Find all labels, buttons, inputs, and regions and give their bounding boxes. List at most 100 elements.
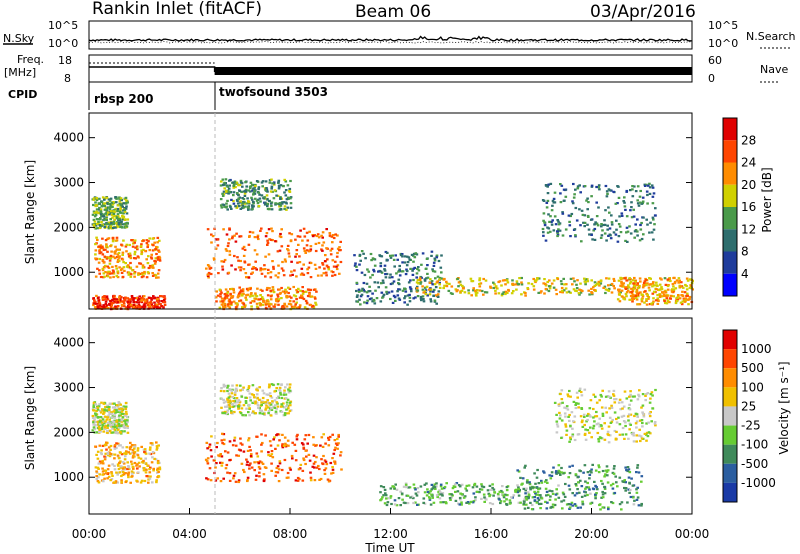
power-cell — [301, 290, 304, 293]
power-cell — [163, 298, 166, 302]
velocity-cell — [636, 496, 640, 499]
velocity-cell — [614, 437, 618, 440]
velocity-cell — [565, 405, 569, 408]
power-cell — [549, 230, 552, 233]
power-cell — [268, 305, 271, 308]
power-cell — [247, 263, 250, 266]
velocity-cell — [462, 496, 466, 499]
power-cell — [628, 277, 631, 280]
power-cell — [121, 223, 124, 226]
power-colorbar-swatch — [723, 251, 737, 274]
power-cell — [276, 276, 280, 279]
power-cell — [122, 266, 126, 269]
velocity-cell — [508, 502, 512, 505]
power-cell — [435, 302, 438, 305]
power-cell — [106, 275, 110, 278]
power-cell — [544, 184, 548, 187]
velocity-cell — [423, 491, 427, 494]
power-cell — [543, 221, 546, 224]
power-cell — [336, 247, 340, 250]
velocity-cell — [412, 497, 415, 500]
velocity-cell — [488, 502, 492, 505]
velocity-cell — [130, 470, 134, 473]
velocity-cell — [645, 431, 649, 434]
velocity-cell — [605, 465, 609, 468]
power-cell — [237, 197, 240, 200]
power-cell — [442, 278, 445, 281]
velocity-cell — [571, 427, 574, 430]
velocity-cell — [287, 407, 290, 410]
velocity-cell — [337, 435, 340, 438]
velocity-cell — [323, 469, 326, 472]
velocity-cell — [576, 488, 579, 491]
power-cell — [583, 225, 586, 228]
power-cell — [246, 202, 249, 205]
velocity-cell — [288, 386, 292, 389]
power-cell — [638, 239, 642, 242]
power-cell — [680, 281, 683, 284]
power-cell — [423, 278, 427, 281]
velocity-cell — [101, 426, 104, 429]
velocity-cell — [99, 430, 102, 433]
power-cell — [102, 248, 106, 251]
velocity-cell — [118, 451, 122, 454]
power-cell — [109, 225, 113, 228]
power-cell — [264, 235, 268, 238]
velocity-cell — [101, 470, 105, 473]
power-cell — [547, 183, 551, 186]
velocity-cell — [220, 439, 224, 442]
power-cell — [475, 294, 478, 297]
velocity-cell — [649, 393, 653, 396]
velocity-cell — [101, 467, 104, 470]
power-cell — [384, 286, 388, 289]
velocity-cell — [558, 470, 562, 474]
power-cell — [601, 229, 604, 232]
velocity-cell — [115, 442, 118, 445]
power-cell — [628, 225, 631, 228]
velocity-cell — [564, 423, 567, 426]
power-cell — [655, 281, 658, 284]
power-cell — [636, 282, 639, 285]
power-cell — [107, 266, 111, 269]
power-cell — [139, 305, 142, 308]
power-cell — [626, 230, 630, 233]
power-cell — [156, 256, 160, 259]
velocity-cell — [228, 440, 232, 443]
velocity-cell — [549, 495, 552, 498]
velocity-cell — [118, 420, 122, 423]
velocity-cell — [610, 501, 613, 504]
velocity-cell — [638, 389, 641, 392]
power-cell — [586, 197, 589, 200]
power-cell — [223, 258, 227, 262]
power-cell — [383, 264, 387, 267]
velocity-cell — [225, 411, 229, 414]
velocity-cell — [557, 469, 561, 472]
power-cell — [102, 202, 106, 205]
power-cell — [103, 204, 107, 208]
velocity-cell — [555, 470, 558, 473]
velocity-cell — [601, 490, 604, 494]
velocity-cell — [631, 395, 635, 398]
power-cell — [382, 281, 385, 284]
power-cell — [145, 300, 148, 304]
velocity-cell — [635, 488, 638, 491]
noise-series — [88, 35, 693, 44]
velocity-cell — [283, 458, 287, 462]
power-cell — [607, 234, 610, 237]
power-cell — [305, 301, 309, 304]
power-cell — [355, 269, 359, 272]
velocity-cell — [116, 409, 120, 412]
power-cell — [282, 269, 285, 272]
power-cell — [258, 298, 261, 301]
power-cell — [255, 253, 259, 256]
power-cell — [113, 298, 116, 301]
velocity-cell — [96, 450, 100, 453]
velocity-cell — [273, 406, 277, 409]
velocity-cell — [550, 490, 554, 493]
velocity-cell — [246, 476, 250, 479]
velocity-cell — [113, 481, 116, 484]
power-cell — [391, 276, 394, 279]
power-cell — [279, 196, 282, 199]
power-cell — [220, 206, 224, 209]
power-cell — [246, 206, 250, 209]
